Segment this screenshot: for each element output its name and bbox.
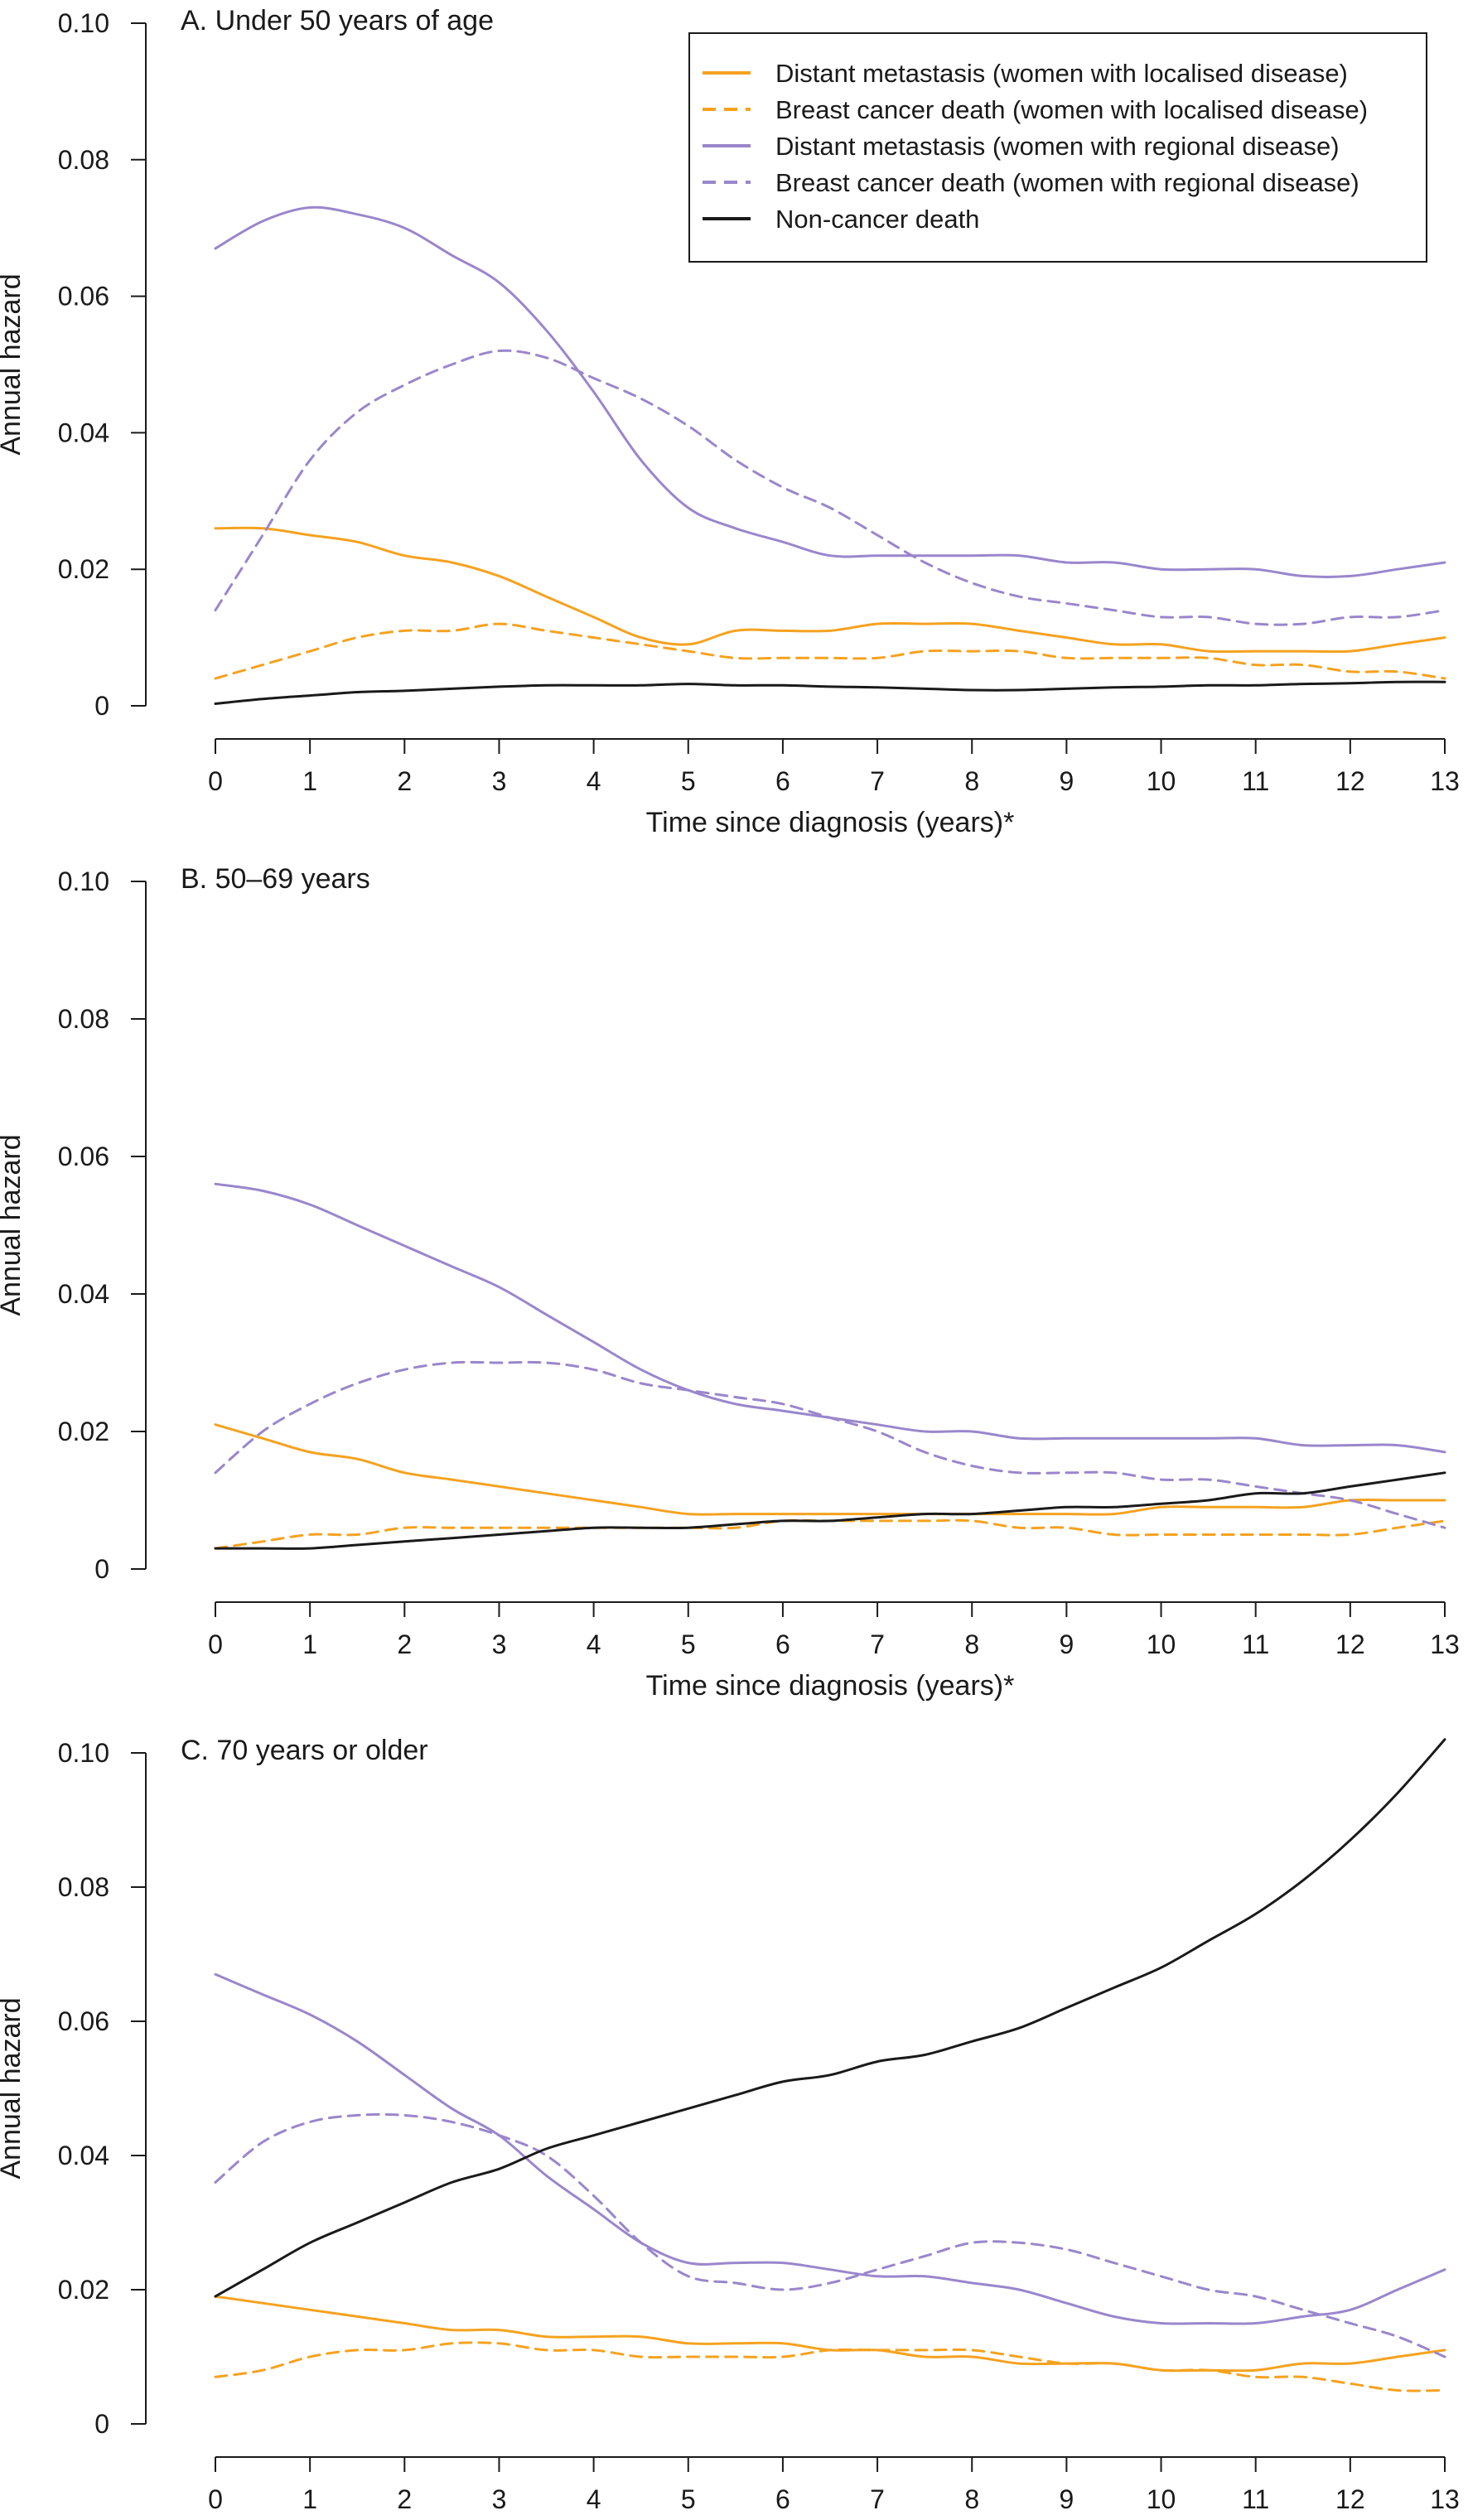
x-tick-label: 8 bbox=[964, 766, 979, 796]
y-tick-label: 0.10 bbox=[58, 8, 109, 38]
x-tick-label: 10 bbox=[1147, 766, 1176, 796]
x-tick-label: 1 bbox=[302, 766, 317, 796]
y-tick-label: 0.06 bbox=[58, 2006, 109, 2036]
x-tick-label: 9 bbox=[1059, 1629, 1074, 1659]
x-tick-label: 6 bbox=[775, 766, 790, 796]
y-axis-label: Annual hazard bbox=[0, 1997, 27, 2179]
x-tick-label: 0 bbox=[208, 766, 223, 796]
x-tick-label: 5 bbox=[681, 1629, 696, 1659]
x-tick-label: 3 bbox=[492, 2484, 507, 2514]
series-line-4 bbox=[214, 1738, 1446, 2298]
y-tick-label: 0.08 bbox=[58, 1872, 109, 1902]
x-tick-label: 7 bbox=[870, 766, 885, 796]
chart-panel-2: 00.020.040.060.080.10012345678910111213T… bbox=[0, 1735, 1460, 2514]
series-line-1 bbox=[214, 2341, 1446, 2392]
x-tick-label: 5 bbox=[681, 766, 696, 796]
series-line-4 bbox=[214, 1471, 1446, 1550]
series-line-0 bbox=[214, 526, 1446, 654]
series-line-0 bbox=[214, 2295, 1446, 2373]
y-tick-label: 0.08 bbox=[58, 145, 109, 175]
legend-label: Distant metastasis (women with regional … bbox=[775, 132, 1340, 161]
y-axis-label: Annual hazard bbox=[0, 1134, 27, 1316]
y-tick-label: 0.06 bbox=[58, 1142, 109, 1171]
series-line-1 bbox=[214, 1518, 1446, 1550]
x-tick-label: 2 bbox=[397, 1629, 412, 1659]
panel-title: C. 70 years or older bbox=[181, 1735, 428, 1766]
x-tick-label: 6 bbox=[775, 1629, 790, 1659]
series-line-2 bbox=[214, 1182, 1446, 1454]
legend: Distant metastasis (women with localised… bbox=[688, 32, 1427, 263]
chart-panel-0: 00.020.040.060.080.100 1 2 3 4 5 6 7 8 9 10 11 12 13T… bbox=[0, 5, 1460, 838]
x-tick-label: 13 bbox=[1430, 1629, 1460, 1659]
y-tick-label: 0 bbox=[94, 2409, 109, 2439]
y-tick-label: 0.02 bbox=[58, 1417, 109, 1446]
x-tick-label: 4 bbox=[587, 1629, 601, 1659]
x-tick-label: 11 bbox=[1242, 2484, 1269, 2514]
y-tick-label: 0.10 bbox=[58, 1738, 109, 1768]
series-line-2 bbox=[214, 1972, 1446, 2325]
x-tick-label: 3 bbox=[492, 766, 507, 796]
x-tick-label: 6 bbox=[775, 2484, 790, 2514]
x-tick-label: 13 bbox=[1430, 766, 1460, 796]
x-tick-label: 11 bbox=[1242, 1629, 1269, 1659]
x-tick-label: 12 bbox=[1335, 2484, 1365, 2514]
y-tick-label: 0.06 bbox=[58, 282, 109, 311]
x-tick-label: 0 bbox=[208, 2484, 223, 2514]
y-tick-label: 0.04 bbox=[58, 1279, 109, 1309]
panel-title: B. 50–69 years bbox=[181, 863, 370, 895]
x-tick-label: 4 bbox=[587, 766, 601, 796]
x-tick-label: 13 bbox=[1430, 2484, 1460, 2514]
x-tick-label: 11 bbox=[1242, 766, 1269, 796]
y-tick-label: 0.04 bbox=[58, 418, 109, 447]
x-tick-label: 2 bbox=[397, 766, 412, 796]
x-tick-label: 1 bbox=[302, 2484, 317, 2514]
x-tick-label: 12 bbox=[1335, 1629, 1365, 1659]
series-line-3 bbox=[214, 1360, 1446, 1529]
series-line-0 bbox=[214, 1423, 1446, 1516]
y-tick-label: 0 bbox=[94, 691, 109, 721]
y-tick-label: 0.02 bbox=[58, 554, 109, 584]
x-tick-label: 12 bbox=[1335, 766, 1365, 796]
chart-panel-1: 00.020.040.060.080.100 1 2 3 4 5 6 7 8 9 10 11 12 13T… bbox=[0, 863, 1460, 1702]
x-tick-label: 10 bbox=[1147, 1629, 1176, 1659]
x-tick-label: 9 bbox=[1059, 2484, 1074, 2514]
x-tick-label: 1 bbox=[302, 1629, 317, 1659]
x-tick-label: 0 bbox=[208, 1629, 223, 1659]
series-line-2 bbox=[214, 205, 1446, 578]
x-axis-label: Time since diagnosis (years)* bbox=[646, 1670, 1015, 1702]
series-line-4 bbox=[214, 680, 1446, 705]
x-tick-label: 8 bbox=[964, 2484, 979, 2514]
x-tick-label: 4 bbox=[587, 2484, 601, 2514]
x-tick-label: 9 bbox=[1059, 766, 1074, 796]
y-tick-label: 0.10 bbox=[58, 867, 109, 896]
series-line-3 bbox=[214, 2112, 1446, 2358]
legend-label: Distant metastasis (women with localised… bbox=[775, 59, 1348, 88]
x-tick-label: 5 bbox=[681, 2484, 696, 2514]
x-tick-label: 2 bbox=[397, 2484, 412, 2514]
legend-label: Breast cancer death (women with regional… bbox=[775, 168, 1359, 197]
legend-box bbox=[688, 32, 1427, 263]
y-tick-label: 0.02 bbox=[58, 2275, 109, 2305]
y-tick-label: 0.08 bbox=[58, 1004, 109, 1034]
panel-title: A. Under 50 years of age bbox=[181, 5, 494, 36]
y-tick-label: 0 bbox=[94, 1554, 109, 1584]
legend-label: Breast cancer death (women with localise… bbox=[775, 95, 1368, 124]
x-tick-label: 10 bbox=[1147, 2484, 1176, 2514]
y-axis-label: Annual hazard bbox=[0, 273, 27, 455]
x-tick-label: 8 bbox=[964, 1629, 979, 1659]
legend-label: Non-cancer death bbox=[775, 205, 979, 234]
x-tick-label: 7 bbox=[870, 2484, 885, 2514]
x-tick-label: 7 bbox=[870, 1629, 885, 1659]
x-axis-label: Time since diagnosis (years)* bbox=[646, 807, 1015, 838]
series-line-3 bbox=[214, 349, 1446, 626]
x-tick-label: 3 bbox=[492, 1629, 507, 1659]
series-line-1 bbox=[214, 622, 1446, 680]
y-tick-label: 0.04 bbox=[58, 2141, 109, 2170]
